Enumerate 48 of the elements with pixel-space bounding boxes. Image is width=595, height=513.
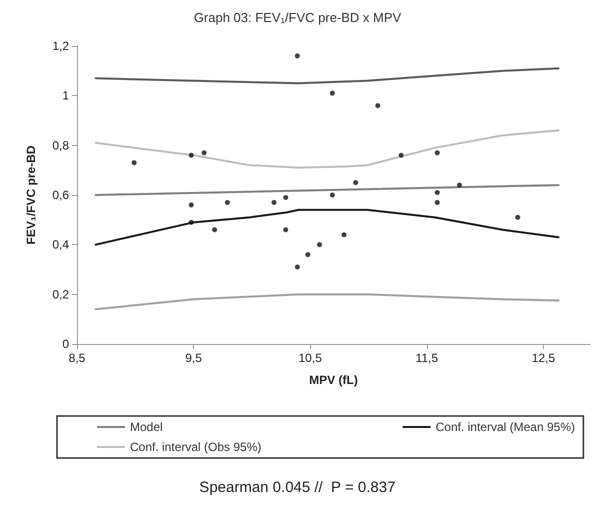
point <box>434 200 440 205</box>
legend-label: Conf. interval (Obs 95%) <box>130 440 262 454</box>
point <box>272 200 277 205</box>
y-tick-label: 0,4 <box>52 238 70 252</box>
legend-label: Conf. interval (Mean 95%) <box>436 420 576 434</box>
y-axis-title: FEV₁/FVC pre-BD <box>24 145 38 244</box>
point <box>342 232 346 238</box>
y-tick-label: 0 <box>62 337 70 351</box>
point <box>188 220 194 225</box>
point <box>515 214 520 220</box>
point <box>283 227 288 232</box>
text: Spearman 0.045 // P = 0.837 <box>199 479 396 496</box>
y-tick-label: 0,6 <box>52 188 70 202</box>
point <box>294 53 300 58</box>
y-tick-label: 1 <box>62 88 70 103</box>
point <box>202 150 207 156</box>
legend-label: Model <box>130 420 163 434</box>
x-tick-label: 9,5 <box>185 351 202 365</box>
point <box>212 227 218 232</box>
y-tick-label: 0,8 <box>52 138 70 152</box>
point <box>398 152 404 158</box>
point <box>456 182 462 188</box>
line-series <box>94 208 560 246</box>
point <box>188 202 194 208</box>
point <box>294 264 300 270</box>
point <box>330 90 335 96</box>
point <box>434 190 440 196</box>
line-series <box>94 293 560 310</box>
point <box>305 252 310 258</box>
point <box>188 152 194 158</box>
x-axis-title: MPV (fL) <box>309 373 358 387</box>
y-tick-label: 0,2 <box>52 287 70 302</box>
point <box>317 242 322 248</box>
line-series <box>94 129 560 169</box>
x-tick-label: 8,5 <box>68 351 86 365</box>
point <box>132 160 137 166</box>
chart-title: Graph 03: FEV₁/FVC pre-BD x MPV <box>194 10 402 25</box>
point <box>224 200 230 205</box>
x-tick-label: 10,5 <box>298 351 322 365</box>
line-series <box>94 67 560 84</box>
y-tick-label: 1,2 <box>52 39 70 53</box>
x-tick-label: 12,5 <box>532 351 556 365</box>
point <box>330 192 335 198</box>
point <box>353 180 358 186</box>
point <box>434 150 440 156</box>
point <box>375 103 380 108</box>
point <box>283 194 288 200</box>
x-tick-label: 11,5 <box>416 351 438 365</box>
